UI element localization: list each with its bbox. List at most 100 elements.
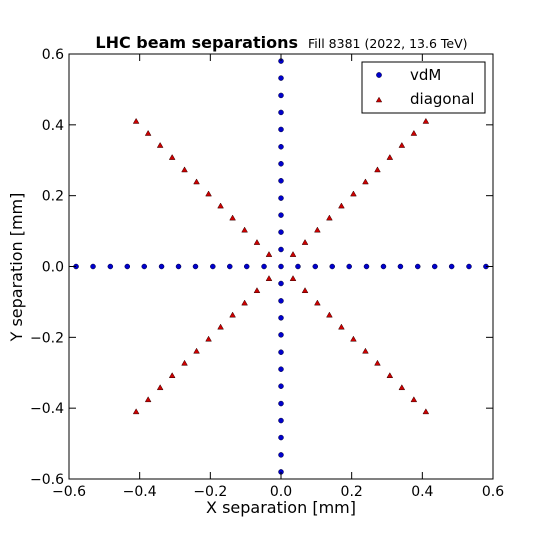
data-point-diagonal-47 [132,408,140,415]
data-point-vdM-7 [192,263,199,270]
data-point-vdM-21 [431,263,438,270]
x-tick-label-0: −0.6 [52,484,86,500]
data-point-diagonal-9 [398,141,406,148]
data-point-vdM-33 [278,332,284,338]
data-point-vdM-23 [466,263,472,270]
data-point-diagonal-14 [241,226,248,233]
x-tick-label-6: 0.6 [482,484,504,500]
data-point-vdM-19 [397,263,404,270]
data-point-vdM-14 [312,263,319,270]
data-point-vdM-39 [278,212,284,218]
data-point-diagonal-21 [156,141,164,148]
data-point-vdM-8 [210,263,216,270]
data-point-diagonal-44 [168,372,176,379]
series-vdM [73,58,489,475]
data-point-vdM-27 [278,434,284,441]
data-point-diagonal-19 [181,166,188,173]
x-tick-label-3: 0.0 [270,484,292,500]
y-tick-label-5: 0.4 [42,118,64,134]
data-point-diagonal-11 [422,117,430,124]
y-axis-label: Y separation [mm] [7,193,26,343]
y-tick-label-0: −0.6 [30,472,64,488]
data-point-diagonal-27 [326,311,333,318]
data-point-vdM-43 [278,144,284,150]
data-point-vdM-38 [278,229,284,235]
data-point-diagonal-46 [144,396,152,403]
data-point-diagonal-41 [205,335,212,342]
data-point-vdM-18 [380,263,387,270]
data-point-vdM-10 [243,263,250,270]
plot-area: −0.6 −0.4 −0.2 0.0 0.2 0.4 0.6 −0.6 −0.4 −0.2 0.0 0… [30,47,504,500]
data-point-vdM-15 [329,263,335,270]
y-tick-label-1: −0.4 [30,401,64,417]
data-point-vdM-11 [261,263,267,270]
data-point-diagonal-45 [156,384,164,391]
data-point-diagonal-32 [386,372,394,379]
y-tick-label-4: 0.2 [42,189,64,205]
data-point-diagonal-18 [193,178,200,185]
x-tick-label-2: −0.2 [193,484,227,500]
data-point-diagonal-40 [217,323,224,330]
x-tick-label-4: 0.2 [341,484,363,500]
data-point-diagonal-24 [289,275,297,281]
y-tick-label-2: −0.2 [30,330,64,346]
legend-label-diagonal: diagonal [410,90,474,108]
data-point-diagonal-36 [265,275,273,281]
data-point-diagonal-28 [338,323,345,330]
y-tick-label-6: 0.6 [42,47,64,63]
data-point-diagonal-43 [181,359,188,366]
data-point-vdM-41 [278,178,284,184]
data-point-diagonal-29 [350,335,357,342]
data-point-vdM-9 [227,263,233,270]
data-point-diagonal-20 [168,154,176,160]
x-tick-label-1: −0.4 [123,484,157,500]
data-point-vdM-1 [90,263,96,270]
data-point-diagonal-42 [193,347,200,354]
data-point-vdM-4 [141,263,148,270]
x-tick-label-5: 0.4 [411,484,433,500]
data-point-vdM-45 [278,109,284,116]
chart-subtitle: Fill 8381 (2022, 13.6 TeV) [308,36,468,51]
data-point-diagonal-37 [253,287,261,294]
data-point-vdM-13 [295,263,301,270]
data-point-diagonal-25 [301,287,309,294]
data-point-vdM-3 [124,263,131,270]
data-point-diagonal-0 [289,251,297,257]
data-point-vdM-35 [278,298,284,304]
data-point-diagonal-30 [362,347,369,354]
y-tick-label-3: 0.0 [42,260,64,276]
data-point-vdM-6 [175,263,182,270]
data-point-diagonal-6 [362,178,369,185]
series-diagonal [132,117,430,415]
data-point-vdM-47 [278,75,284,81]
data-point-diagonal-4 [338,202,345,209]
data-point-diagonal-34 [410,396,418,403]
data-point-diagonal-1 [301,239,309,245]
data-point-diagonal-38 [241,299,248,306]
data-point-diagonal-22 [144,129,152,136]
legend-label-vdm: vdM [410,66,441,84]
data-point-diagonal-17 [205,190,212,197]
legend-marker-diagonal [375,96,383,103]
data-point-diagonal-33 [398,384,406,391]
data-point-vdM-17 [363,263,370,270]
data-point-diagonal-15 [229,214,236,221]
data-point-diagonal-3 [326,214,333,221]
data-point-diagonal-39 [229,311,236,318]
legend-box [361,61,486,114]
data-point-diagonal-31 [374,359,381,366]
data-point-diagonal-16 [217,202,224,209]
data-point-diagonal-35 [422,408,430,415]
legend: vdM diagonal [361,61,486,114]
data-point-vdM-42 [278,161,284,167]
data-point-diagonal-5 [350,190,357,197]
data-point-diagonal-8 [386,154,394,160]
chart-title: LHC beam separations [95,33,298,52]
data-point-vdM-34 [278,315,284,321]
data-point-vdM-26 [278,452,284,458]
data-point-vdM-16 [346,263,352,270]
x-axis-label: X separation [mm] [206,498,356,517]
data-point-diagonal-26 [314,299,321,306]
